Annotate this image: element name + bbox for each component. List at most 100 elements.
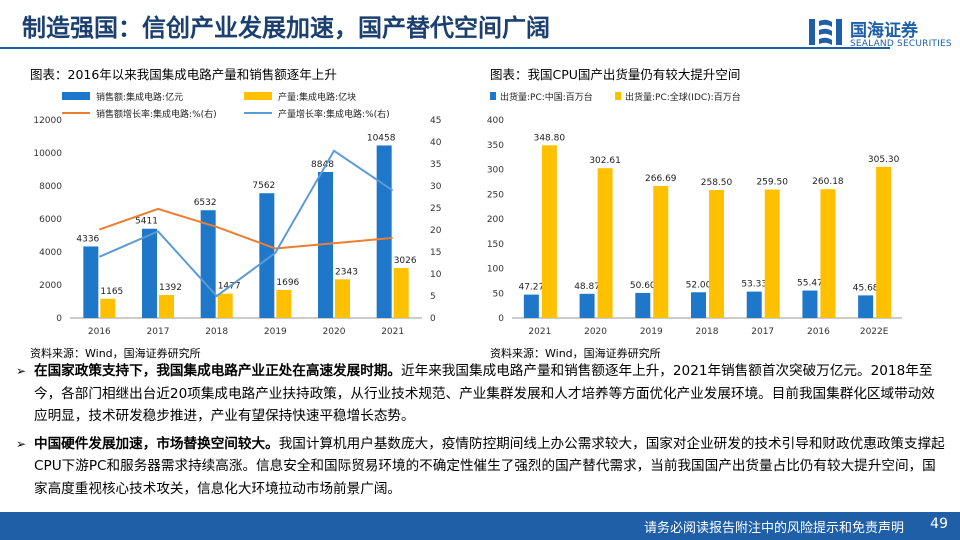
bar-data-label: 305.30 (868, 155, 900, 165)
y-tick-label-left: 10000 (33, 149, 62, 159)
bar-data-label: 259.50 (756, 178, 788, 188)
bullet-text: 我国计算机用户基数庞大，疫情防控期间线上办公需求较大，国家对企业研发的技术引导和… (34, 435, 945, 497)
series-line (99, 207, 393, 250)
disclaimer-text: 请务必阅读报告附注中的风险提示和免责声明 (643, 521, 904, 536)
y-tick-label-left: 8000 (39, 182, 62, 192)
legend-label: 销售额:集成电路:亿元 (96, 91, 183, 103)
bullet-item: ➢ 在国家政策支持下，我国集成电路产业正处在高速发展时期。近年来我国集成电路产量… (16, 360, 946, 428)
legend-label: 出货量:PC:全球(IDC):百万台 (625, 91, 741, 103)
legend-swatch (62, 92, 90, 100)
y-tick-label-left: 12000 (33, 116, 62, 126)
bullet-text: 近年来我国集成电路产量和销售额逐年上升，2021年销售额首次突破万亿元。2018… (34, 363, 935, 424)
y-tick-label: 400 (487, 116, 504, 126)
bar (393, 268, 409, 318)
bar (142, 228, 157, 318)
bar (259, 193, 275, 318)
x-tick-label: 2019 (640, 327, 663, 337)
bar-data-label: 10458 (367, 133, 396, 143)
legend-label: 销售额增长率:集成电路:%(右) (96, 108, 217, 120)
bar-data-label: 48.87 (574, 282, 600, 292)
bar-data-label: 266.69 (645, 174, 677, 184)
bullet-item: ➢ 中国硬件发展加速，市场替换空间较大。我国计算机用户基数庞大，疫情防控期间线上… (16, 433, 946, 501)
legend-swatch (615, 92, 621, 100)
bar-data-label: 52.00 (686, 280, 712, 290)
x-tick-label: 2020 (584, 327, 607, 337)
y-tick-label-left: 4000 (39, 248, 62, 258)
bar (541, 145, 557, 318)
y-tick-label: 100 (487, 265, 504, 275)
bar (376, 145, 392, 318)
bar-data-label: 8848 (311, 160, 334, 170)
x-tick-label: 2017 (751, 327, 774, 337)
series-line (98, 149, 394, 298)
legend-swatch (490, 92, 496, 100)
bar (597, 168, 613, 318)
y-tick-label: 150 (487, 240, 504, 250)
bar-data-label: 302.61 (589, 156, 621, 166)
bar (579, 293, 595, 318)
x-tick-label: 2018 (696, 327, 719, 337)
right-chart-source: 资料来源：Wind，国海证券研究所 (490, 347, 661, 360)
bar-data-label: 260.18 (812, 177, 844, 187)
brand-name-cn: 国海证券 (850, 21, 918, 41)
bar (318, 172, 333, 318)
x-tick-label: 2020 (323, 327, 346, 337)
x-tick-label: 2016 (807, 327, 830, 337)
bar (764, 189, 780, 318)
page-number: 49 (930, 516, 948, 532)
page-title: 制造强国：信创产业发展加速，国产替代空间广阔 (22, 14, 550, 42)
bullet-list: ➢ 在国家政策支持下，我国集成电路产业正处在高速发展时期。近年来我国集成电路产量… (16, 360, 946, 505)
bar (523, 294, 539, 318)
bar (858, 295, 874, 318)
bar (276, 290, 292, 318)
bar-data-label: 1696 (276, 278, 299, 288)
x-tick-label: 2016 (88, 327, 111, 337)
bar-data-label: 7562 (252, 181, 275, 191)
y-tick-label-right: 20 (430, 226, 442, 236)
bar-data-label: 1392 (159, 283, 182, 293)
y-tick-label: 300 (487, 166, 504, 176)
bar-data-label: 1165 (100, 287, 123, 297)
y-tick-label: 50 (493, 289, 505, 299)
bullet-bold: 在国家政策支持下，我国集成电路产业正处在高速发展时期。 (34, 363, 402, 379)
bar-data-label: 4336 (76, 234, 99, 244)
title-rule (0, 47, 890, 49)
y-tick-label-right: 45 (430, 116, 441, 126)
y-tick-label-right: 0 (430, 314, 436, 324)
bar (876, 166, 892, 318)
bar-data-label: 258.50 (701, 178, 733, 188)
y-tick-label-right: 25 (430, 204, 441, 214)
cpu-shipment-chart: 出货量:PC:中国:百万台 出货量:PC:全球(IDC):百万台 0 50 100 150… (487, 91, 902, 337)
legend-label: 产量增长率:集成电路:%(右) (278, 108, 390, 120)
legend-label: 产量:集成电路:亿块 (278, 91, 356, 103)
bar (335, 279, 350, 318)
bar (100, 298, 116, 318)
left-chart-source: 资料来源：Wind，国海证券研究所 (30, 347, 201, 360)
bar (802, 290, 818, 318)
bar-data-label: 6532 (194, 198, 217, 208)
bar-data-label: 47.27 (518, 283, 544, 293)
y-tick-label-right: 10 (430, 270, 442, 280)
arrow-bullet-icon: ➢ (16, 436, 27, 451)
bar-data-label: 348.80 (534, 133, 566, 143)
arrow-bullet-icon: ➢ (16, 364, 27, 378)
x-tick-label: 2017 (147, 327, 170, 337)
left-chart-caption: 图表：2016年以来我国集成电路产量和销售额逐年上升 (30, 67, 337, 82)
bar (217, 293, 233, 318)
x-tick-label: 2022E (860, 327, 889, 337)
y-tick-label-right: 15 (430, 248, 441, 258)
x-tick-label: 2019 (264, 327, 287, 337)
bullet-bold: 中国硬件发展加速，市场替换空间较大。 (34, 435, 279, 452)
bar-data-label: 50.60 (630, 281, 656, 291)
bar-data-label: 45.68 (853, 283, 879, 293)
bar (746, 291, 762, 318)
y-tick-label-left: 2000 (39, 281, 62, 291)
bar-data-label: 53.33 (741, 280, 767, 290)
bar (83, 246, 99, 318)
right-chart-caption: 图表：我国CPU国产出货量仍有较大提升空间 (490, 67, 741, 82)
y-tick-label-right: 5 (430, 292, 436, 302)
y-tick-label-right: 30 (430, 182, 442, 192)
legend-label: 出货量:PC:中国:百万台 (500, 91, 593, 103)
y-tick-label-left: 0 (56, 314, 62, 324)
